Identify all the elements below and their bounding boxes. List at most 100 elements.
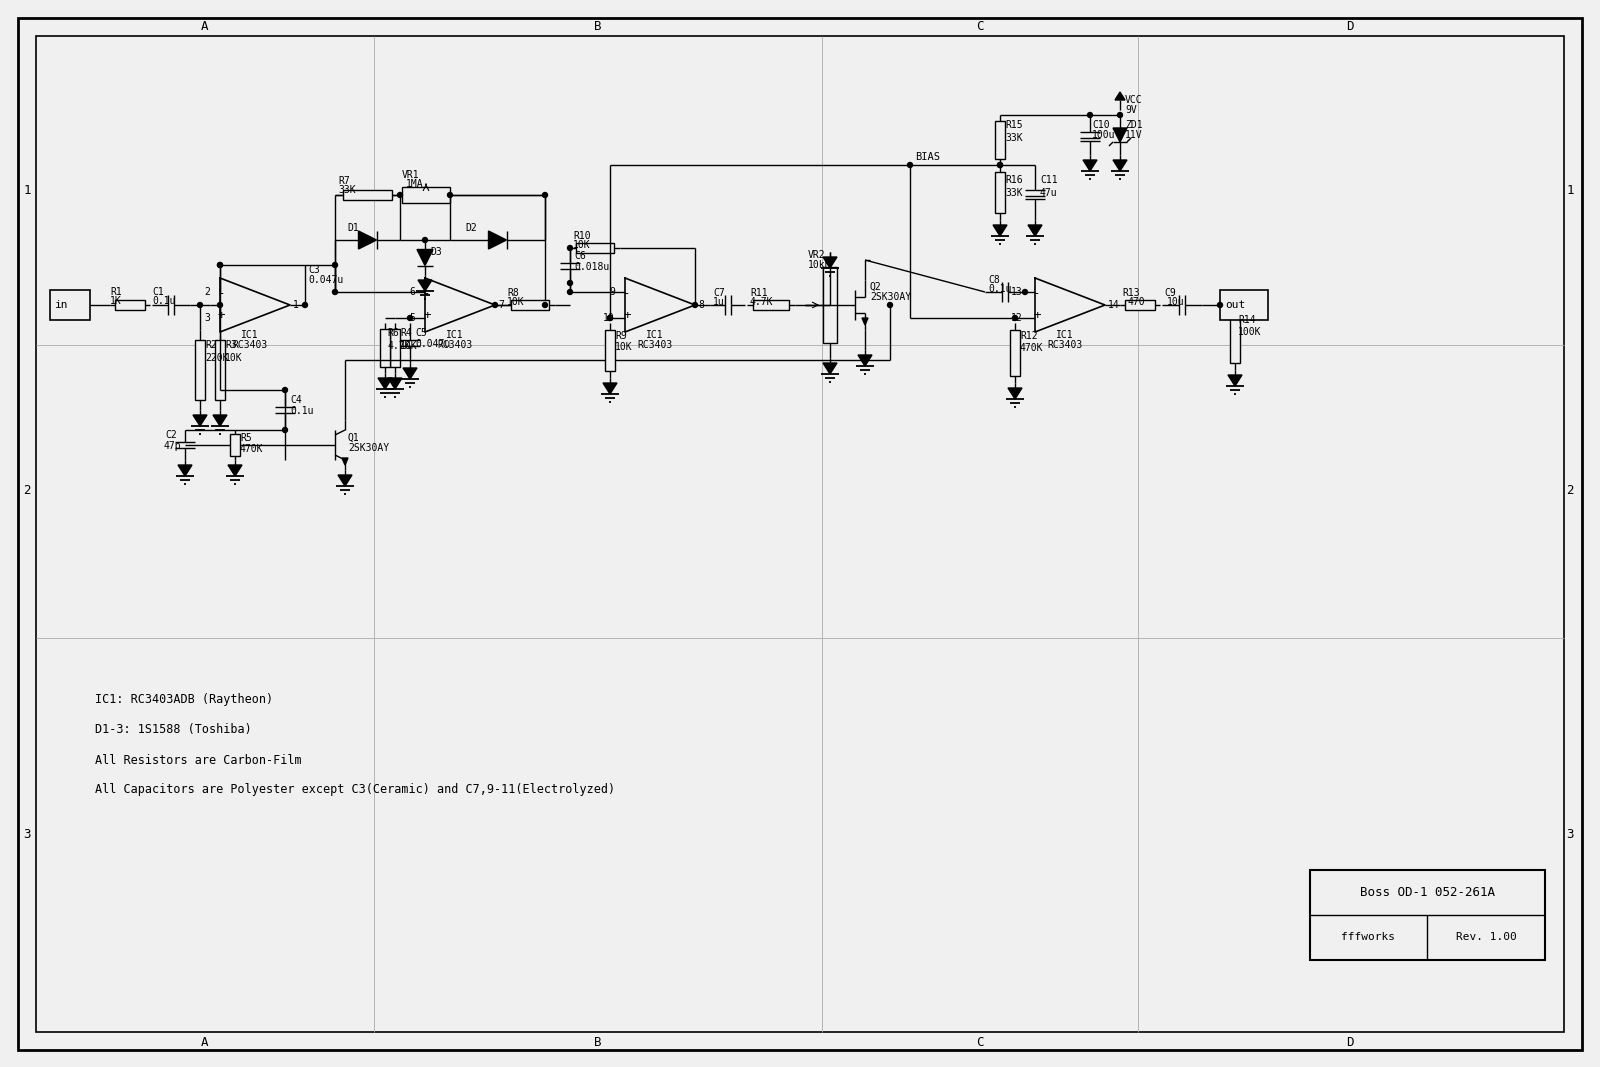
Polygon shape (229, 465, 242, 476)
Polygon shape (178, 465, 192, 476)
Text: C9: C9 (1165, 288, 1176, 298)
Text: Rev. 1.00: Rev. 1.00 (1456, 931, 1517, 942)
Text: 33K: 33K (1005, 188, 1022, 198)
Polygon shape (1008, 388, 1022, 399)
Polygon shape (488, 230, 507, 249)
Text: 3: 3 (1566, 828, 1574, 842)
Polygon shape (1035, 278, 1106, 332)
Bar (510, 300, 549, 310)
Text: Boss OD-1 052-261A: Boss OD-1 052-261A (1360, 886, 1494, 898)
Text: C2: C2 (165, 430, 176, 440)
Text: in: in (54, 300, 69, 310)
Text: 2: 2 (24, 483, 30, 496)
Text: 10K: 10K (507, 297, 525, 307)
Text: VR1: VR1 (402, 170, 419, 180)
Text: +: + (1034, 308, 1040, 321)
Text: 1MA: 1MA (406, 179, 424, 189)
Text: 6: 6 (410, 287, 414, 297)
Circle shape (608, 316, 613, 320)
Text: D2: D2 (466, 223, 477, 233)
Text: 0.1u: 0.1u (989, 284, 1011, 294)
Text: 11V: 11V (1125, 130, 1142, 140)
Text: -: - (1034, 287, 1040, 301)
Text: 10K: 10K (614, 343, 632, 352)
Text: IC1: IC1 (446, 330, 464, 340)
Text: 0.1u: 0.1u (290, 407, 314, 416)
Circle shape (997, 162, 1003, 168)
Polygon shape (626, 278, 694, 332)
Bar (50, 290, 90, 320)
Text: D: D (1346, 1035, 1354, 1049)
Circle shape (1117, 112, 1123, 117)
Text: 0.1u: 0.1u (152, 296, 176, 306)
Bar (605, 330, 614, 371)
Text: R13: R13 (1122, 288, 1139, 298)
Polygon shape (418, 280, 432, 291)
Bar (115, 300, 146, 310)
Polygon shape (994, 225, 1006, 236)
Text: 2SK30AY: 2SK30AY (870, 292, 910, 302)
Text: R1: R1 (110, 287, 122, 297)
Text: 470K: 470K (1021, 343, 1043, 353)
Text: RC3403: RC3403 (232, 340, 267, 350)
Text: 10kB: 10kB (808, 260, 832, 270)
Bar (230, 433, 240, 457)
Circle shape (542, 192, 547, 197)
Circle shape (608, 316, 613, 320)
Text: R9: R9 (614, 331, 627, 341)
Bar (195, 339, 205, 400)
Text: 3: 3 (24, 828, 30, 842)
Text: 9: 9 (610, 287, 614, 297)
Text: RC3403: RC3403 (1048, 340, 1083, 350)
Text: Q1: Q1 (349, 433, 360, 443)
Text: 10u: 10u (1166, 297, 1184, 307)
Bar (1125, 300, 1155, 310)
Polygon shape (1115, 92, 1125, 100)
Text: R2: R2 (205, 340, 216, 350)
Circle shape (333, 289, 338, 294)
Circle shape (493, 303, 498, 307)
Text: 13: 13 (1011, 287, 1022, 297)
Text: VR2: VR2 (808, 250, 826, 260)
Circle shape (283, 387, 288, 393)
Text: 10K: 10K (400, 341, 418, 351)
Polygon shape (1114, 160, 1126, 171)
Text: 0.047u: 0.047u (414, 339, 450, 349)
Text: RC3403: RC3403 (637, 340, 672, 350)
Bar (1310, 870, 1546, 960)
Text: D: D (1346, 20, 1354, 33)
Text: C7: C7 (714, 288, 725, 298)
Circle shape (333, 262, 338, 268)
Circle shape (1088, 112, 1093, 117)
Text: All Resistors are Carbon-Film: All Resistors are Carbon-Film (94, 753, 302, 766)
Text: 47u: 47u (1040, 188, 1058, 198)
Text: -: - (218, 287, 226, 301)
Text: -: - (622, 287, 630, 301)
Text: C4: C4 (290, 395, 302, 405)
Text: 0.018u: 0.018u (574, 262, 610, 272)
Circle shape (197, 303, 203, 307)
Text: R5: R5 (240, 433, 251, 443)
Circle shape (422, 238, 427, 242)
Text: R7: R7 (338, 176, 350, 186)
Text: +: + (622, 308, 630, 321)
Text: 10K: 10K (226, 353, 243, 363)
Bar (1221, 290, 1267, 320)
Text: VCC: VCC (1125, 95, 1142, 105)
Polygon shape (194, 415, 206, 426)
Bar (822, 267, 837, 343)
Circle shape (1218, 303, 1222, 307)
Text: A: A (202, 20, 208, 33)
Polygon shape (603, 383, 618, 394)
Circle shape (568, 281, 573, 286)
Circle shape (218, 303, 222, 307)
Bar (390, 329, 400, 367)
Text: 2: 2 (205, 287, 210, 297)
Text: All Capacitors are Polyester except C3(Ceramic) and C7,9-11(Electrolyzed): All Capacitors are Polyester except C3(C… (94, 783, 614, 796)
Text: -: - (422, 287, 430, 301)
Circle shape (283, 428, 288, 432)
Circle shape (693, 303, 698, 307)
Text: 100K: 100K (1238, 327, 1261, 337)
Text: 0.047u: 0.047u (307, 275, 344, 285)
Text: 100u: 100u (1091, 130, 1115, 140)
